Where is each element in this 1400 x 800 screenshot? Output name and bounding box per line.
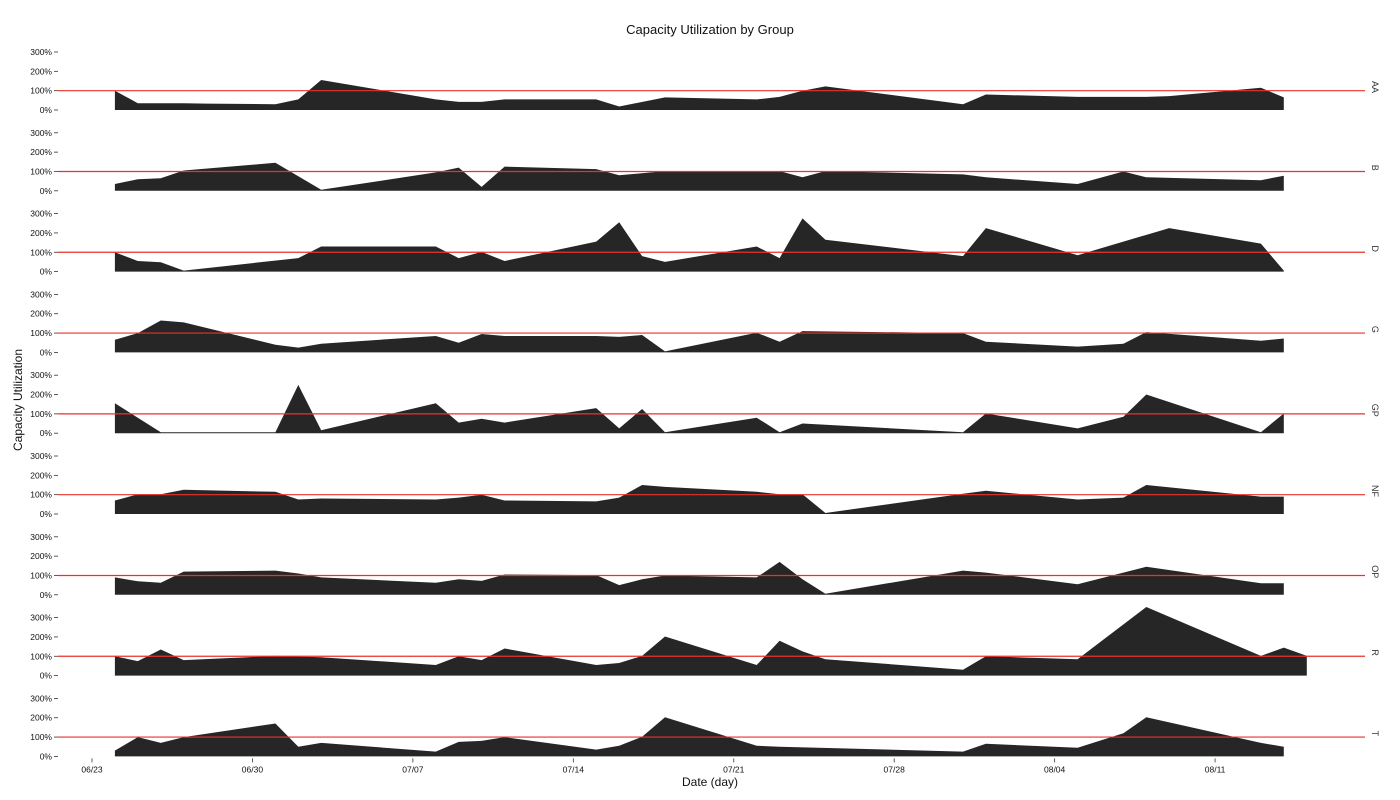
y-tick-label: 0% [40,347,53,357]
x-tick-label: 08/11 [1205,764,1226,774]
y-tick-label: 300% [30,532,52,542]
x-tick-label: 07/07 [402,764,424,774]
facet-label-t: T [1370,731,1380,737]
y-tick-label: 200% [30,713,52,723]
y-tick-label: 0% [40,428,53,438]
facet-panel-b: 0% 100% 200% 300% B [30,128,1380,196]
facet-label-b: B [1370,165,1380,171]
facet-label-nf: NF [1370,485,1380,497]
y-tick-label: 100% [30,328,52,338]
y-tick-label: 100% [30,409,52,419]
facet-label-op: OP [1370,565,1380,578]
x-tick-label: 08/04 [1044,764,1066,774]
y-tick-label: 200% [30,470,52,480]
y-tick-label: 300% [30,209,52,219]
y-tick-label: 300% [30,613,52,623]
y-tick-label: 0% [40,105,53,115]
y-tick-label: 300% [30,47,52,57]
area-series-aa [114,80,1284,110]
y-tick-label: 300% [30,289,52,299]
y-tick-label: 0% [40,671,53,681]
facet-panel-op: 0% 100% 200% 300% OP [30,532,1380,600]
facet-label-r: R [1370,649,1380,656]
area-series-op [114,561,1284,595]
y-tick-label: 300% [30,370,52,380]
y-tick-label: 0% [40,590,53,600]
facet-panel-g: 0% 100% 200% 300% G [30,289,1380,357]
area-series-g [114,320,1284,353]
y-tick-label: 0% [40,267,53,277]
x-tick-label: 06/30 [242,764,264,774]
y-tick-label: 0% [40,509,53,519]
x-axis: 06/23 06/30 07/07 07/14 07/21 07/28 08/04 08/11 [81,758,1226,774]
facet-panels: 0% 100% 200% 300% AA 0% 100% 200% 300% B 0% 100% 200… [30,47,1380,761]
facet-panel-t: 0% 100% 200% 300% T [30,693,1380,761]
y-tick-label: 200% [30,228,52,238]
chart-title: Capacity Utilization by Group [626,22,794,37]
x-axis-label: Date (day) [682,775,738,789]
facet-panel-gp: 0% 100% 200% 300% GP [30,370,1380,438]
y-tick-label: 200% [30,632,52,642]
y-tick-label: 100% [30,732,52,742]
y-tick-label: 0% [40,751,53,761]
facet-label-aa: AA [1370,81,1380,93]
area-series-d [114,218,1284,272]
facet-label-g: G [1370,326,1380,333]
facet-panel-r: 0% 100% 200% 300% R [30,607,1380,681]
y-axis-label: Capacity Utilization [11,349,25,451]
y-tick-label: 0% [40,186,53,196]
y-tick-label: 100% [30,247,52,257]
y-tick-label: 100% [30,166,52,176]
y-tick-label: 100% [30,570,52,580]
x-tick-label: 07/28 [884,764,906,774]
x-tick-label: 06/23 [81,764,103,774]
facet-panel-d: 0% 100% 200% 300% D [30,209,1380,277]
area-series-nf [114,485,1284,514]
facet-panel-aa: 0% 100% 200% 300% AA [30,47,1380,115]
y-tick-label: 300% [30,128,52,138]
y-tick-label: 100% [30,490,52,500]
y-tick-label: 300% [30,451,52,461]
y-tick-label: 200% [30,66,52,76]
area-series-b [114,162,1284,191]
facet-label-d: D [1370,245,1380,252]
facet-label-gp: GP [1370,404,1380,417]
y-tick-label: 200% [30,147,52,157]
y-tick-label: 100% [30,651,52,661]
x-tick-label: 07/14 [563,764,585,774]
y-tick-label: 200% [30,309,52,319]
y-tick-label: 200% [30,390,52,400]
facet-panel-nf: 0% 100% 200% 300% NF [30,451,1380,519]
area-series-r [114,607,1307,676]
x-tick-label: 07/21 [723,764,745,774]
y-tick-label: 100% [30,86,52,96]
y-tick-label: 300% [30,693,52,703]
area-series-gp [114,384,1284,434]
y-tick-label: 200% [30,551,52,561]
